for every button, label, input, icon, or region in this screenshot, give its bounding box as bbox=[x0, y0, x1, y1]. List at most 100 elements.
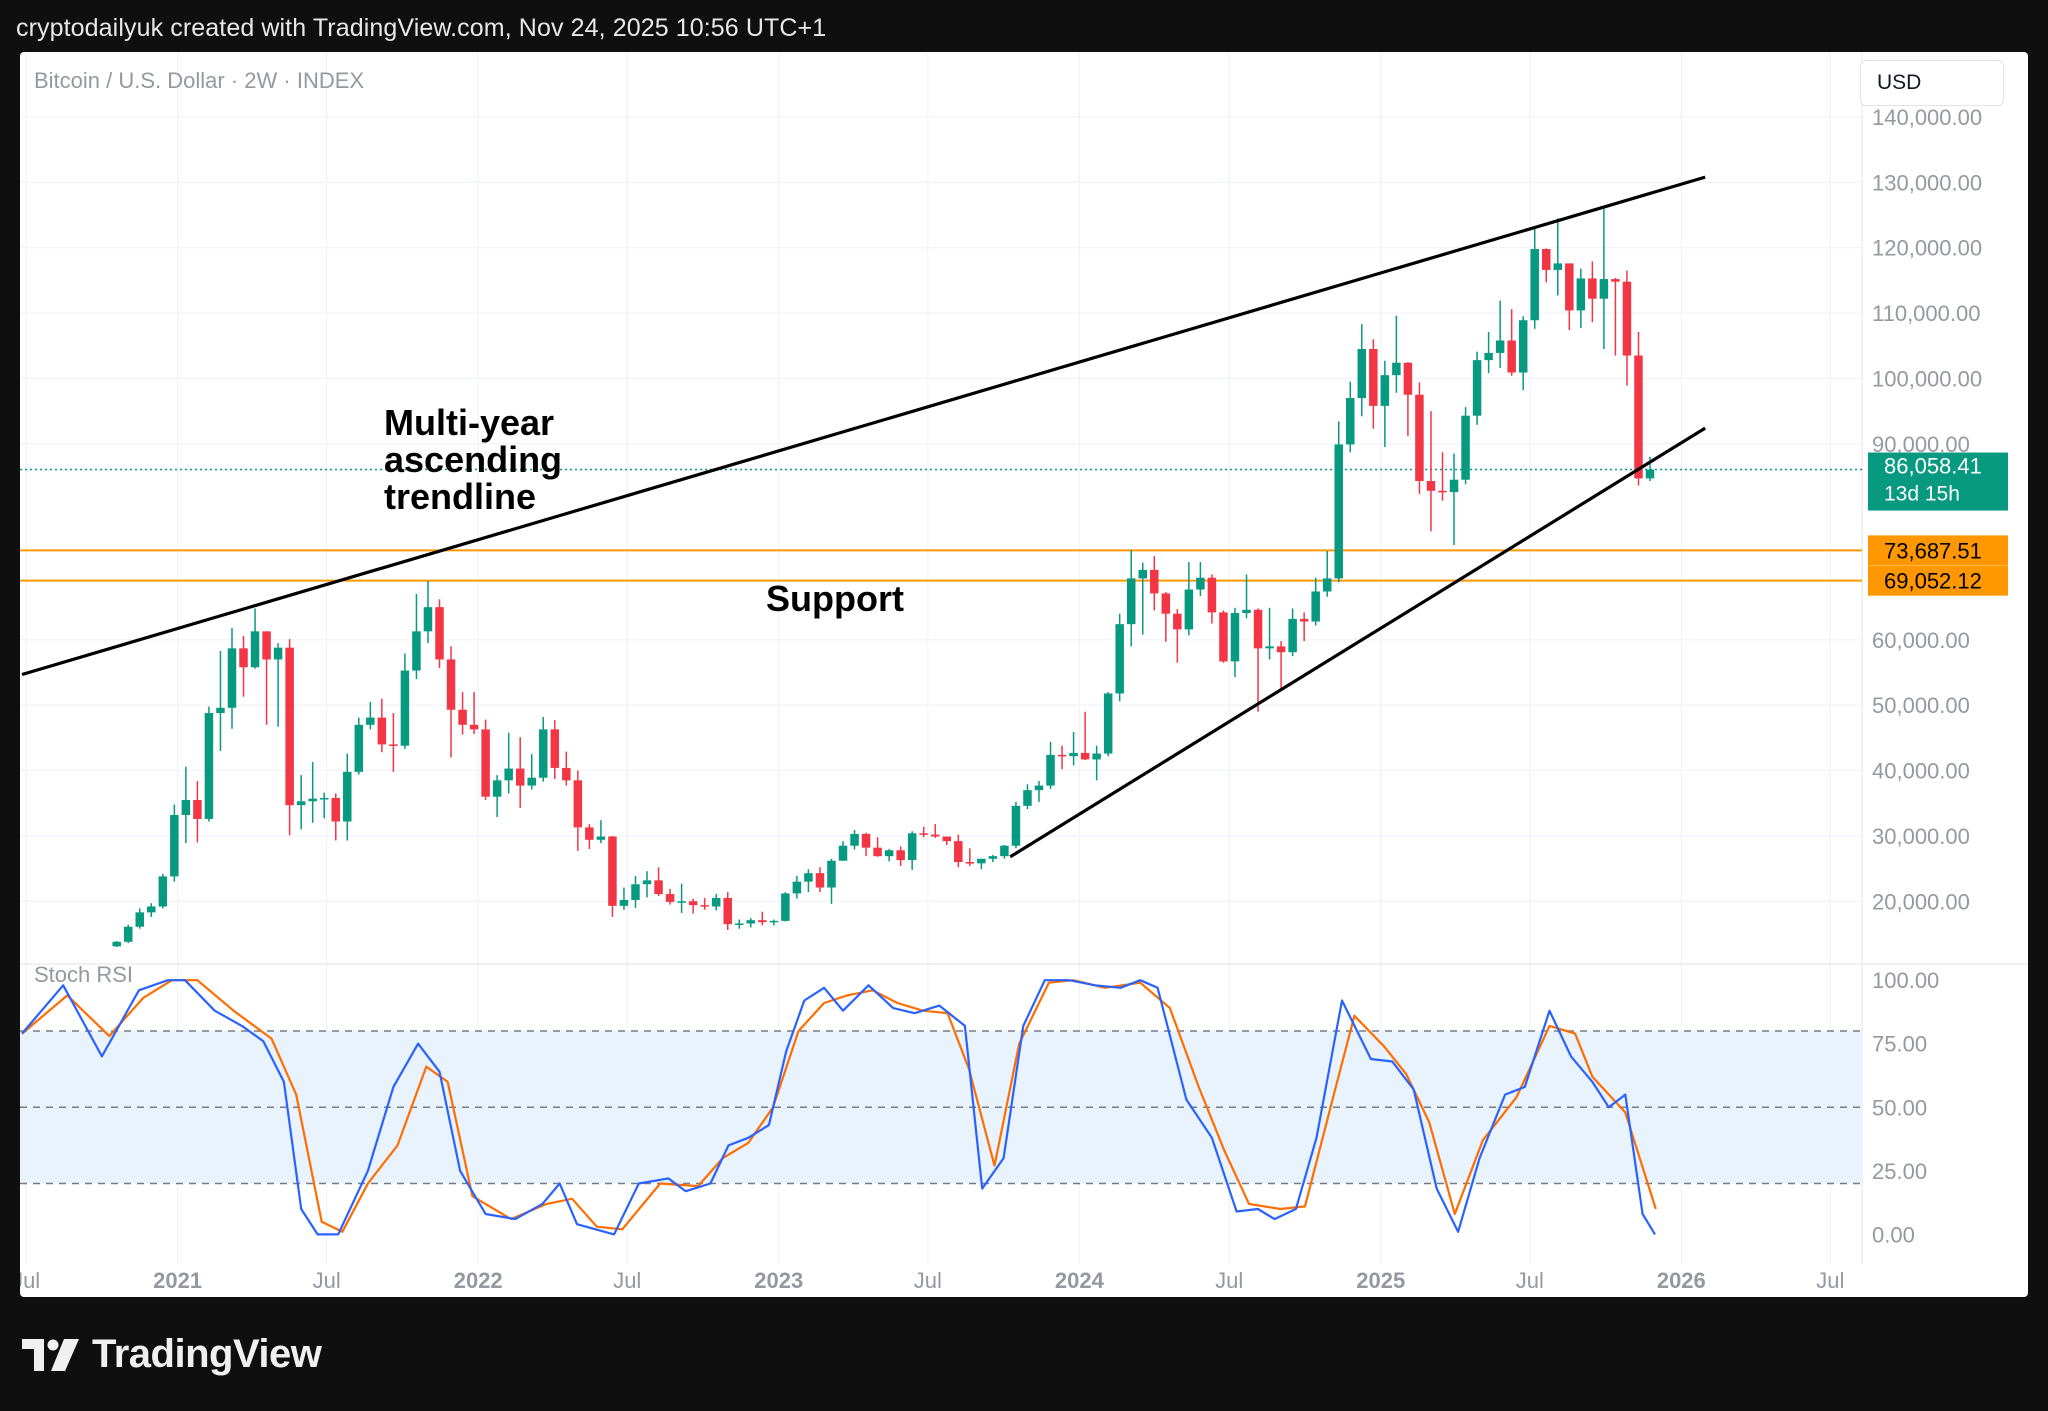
candle bbox=[954, 834, 963, 868]
symbol-title: Bitcoin / U.S. Dollar · 2W · INDEX bbox=[34, 68, 365, 93]
support-annotation: Support bbox=[766, 578, 904, 619]
candle-body bbox=[1161, 593, 1171, 614]
candle-body bbox=[677, 901, 686, 903]
chart-canvas[interactable]: Jul 2021 Jul 2022 Jul 2023 Jul 2024 Jul 2025 Jul 20… bbox=[20, 52, 2028, 1297]
candle-body bbox=[458, 709, 467, 725]
candle-body bbox=[400, 670, 410, 746]
candle bbox=[343, 753, 352, 841]
candle-body bbox=[193, 799, 202, 819]
candle bbox=[135, 908, 145, 929]
candle-body bbox=[227, 648, 237, 708]
candle bbox=[458, 692, 467, 735]
candle bbox=[1415, 382, 1424, 495]
candle bbox=[446, 646, 456, 758]
candle-body bbox=[308, 798, 317, 802]
tradingview-logo[interactable]: TradingView bbox=[22, 1332, 322, 1377]
candle-body bbox=[1103, 693, 1113, 754]
candle-body bbox=[504, 768, 513, 781]
candle bbox=[781, 892, 790, 922]
tradingview-logo-text: TradingView bbox=[92, 1332, 322, 1376]
candle bbox=[1542, 248, 1551, 283]
candle bbox=[654, 867, 663, 897]
candle-body bbox=[1380, 375, 1390, 406]
candle-body bbox=[181, 799, 191, 815]
candle bbox=[181, 766, 191, 844]
y-tick-label: 140,000.00 bbox=[1872, 105, 1982, 130]
candle-body bbox=[838, 845, 848, 861]
candle-body bbox=[1599, 279, 1609, 299]
stoch-y-tick-label: 75.00 bbox=[1872, 1032, 1927, 1057]
candle bbox=[550, 720, 560, 780]
candle bbox=[585, 824, 594, 849]
trendlines bbox=[21, 175, 1707, 859]
candle bbox=[481, 719, 490, 800]
candle bbox=[700, 897, 709, 910]
candle-body bbox=[850, 833, 859, 846]
candle bbox=[158, 873, 168, 909]
candle-body bbox=[688, 901, 698, 906]
candle-body bbox=[1219, 612, 1228, 662]
candle-body bbox=[1265, 646, 1274, 649]
candle-body bbox=[758, 920, 767, 923]
candle-body bbox=[1645, 469, 1655, 479]
candle bbox=[1576, 268, 1586, 329]
candle bbox=[758, 911, 767, 926]
candle bbox=[1299, 612, 1309, 642]
candle-body bbox=[1611, 279, 1620, 282]
candle-body bbox=[1011, 805, 1021, 846]
candle bbox=[250, 608, 260, 669]
candle bbox=[1080, 711, 1090, 761]
candle-body bbox=[1495, 340, 1505, 353]
candle bbox=[631, 875, 640, 908]
candle-body bbox=[1173, 613, 1182, 630]
candle-body bbox=[135, 912, 145, 927]
tradingview-logo-icon bbox=[22, 1338, 79, 1371]
candle bbox=[366, 701, 375, 730]
candle bbox=[884, 848, 894, 862]
grid-lines bbox=[20, 52, 2028, 1264]
candle bbox=[1057, 745, 1067, 770]
candle bbox=[1518, 316, 1528, 391]
candle bbox=[377, 698, 387, 753]
candle-body bbox=[1438, 490, 1447, 493]
candle-body bbox=[608, 836, 617, 906]
candle bbox=[827, 858, 836, 904]
candle bbox=[1426, 411, 1436, 532]
candle bbox=[239, 635, 248, 697]
candle-body bbox=[1461, 415, 1470, 480]
candle bbox=[562, 751, 571, 786]
candle-body bbox=[1553, 263, 1563, 270]
candle bbox=[711, 894, 721, 911]
candle-body bbox=[539, 729, 548, 778]
candle-body bbox=[1311, 591, 1320, 622]
support-level-label: 69,052.12 bbox=[1868, 565, 2008, 596]
y-tick-label: 130,000.00 bbox=[1872, 170, 1982, 195]
candle-body bbox=[1184, 589, 1194, 630]
candle bbox=[1611, 277, 1620, 356]
support-level-label-bg bbox=[1868, 535, 2008, 566]
candle bbox=[1196, 562, 1205, 597]
candle-body bbox=[734, 923, 744, 925]
candle-body bbox=[550, 729, 560, 768]
candle bbox=[1023, 784, 1032, 810]
candle-body bbox=[965, 862, 975, 864]
candle-body bbox=[377, 717, 387, 745]
candle-body bbox=[1346, 398, 1355, 445]
candle-body bbox=[1588, 278, 1597, 299]
x-tick-label: 2021 bbox=[153, 1268, 202, 1293]
y-tick-label: 100,000.00 bbox=[1872, 366, 1982, 391]
candle-body bbox=[1069, 752, 1078, 757]
candle bbox=[1380, 360, 1390, 448]
candle-body bbox=[1484, 352, 1493, 361]
candle-body bbox=[1426, 481, 1436, 491]
x-tick-label: 2025 bbox=[1356, 1268, 1405, 1293]
candle-body bbox=[112, 941, 121, 947]
chart-panel[interactable]: Jul 2021 Jul 2022 Jul 2023 Jul 2024 Jul 2025 Jul 20… bbox=[20, 52, 2028, 1297]
support-level-label-bg bbox=[1868, 565, 2008, 596]
candle bbox=[1565, 263, 1574, 331]
currency-button[interactable]: USD bbox=[1860, 60, 2004, 106]
candle bbox=[1403, 362, 1413, 436]
x-tick-label: 2022 bbox=[454, 1268, 503, 1293]
trendline bbox=[21, 175, 1706, 677]
candle bbox=[1173, 609, 1182, 663]
